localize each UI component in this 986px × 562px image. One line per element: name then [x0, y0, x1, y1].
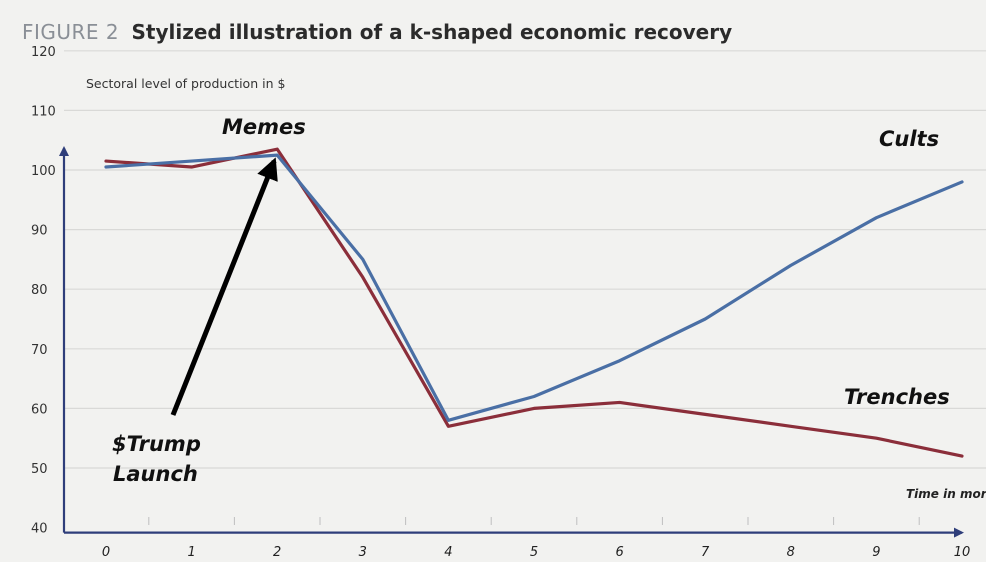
- annotation-memes: Memes: [222, 115, 306, 139]
- x-tick-label: 8: [787, 545, 795, 560]
- x-tick-label: 2: [273, 545, 281, 560]
- y-axis-ticks: 40 50 60 70 80 90 100 110 120: [31, 45, 56, 537]
- x-tick-label: 10: [954, 545, 971, 560]
- x-tick-label: 5: [530, 545, 538, 560]
- y-tick-label: 100: [31, 164, 56, 179]
- x-tick-label: 7: [701, 545, 710, 560]
- figure-header: FIGURE 2 Stylized illustration of a k-sh…: [22, 20, 732, 44]
- x-tick-label: 9: [872, 545, 880, 560]
- x-tick-label: 6: [615, 545, 623, 560]
- x-tick-label: 4: [444, 545, 452, 560]
- y-tick-label: 110: [31, 104, 56, 119]
- y-tick-label: 50: [31, 462, 48, 477]
- y-tick-label: 80: [31, 283, 48, 298]
- annotation-launch-line1: $Trump: [112, 432, 201, 456]
- y-tick-label: 70: [31, 343, 48, 358]
- figure-label: FIGURE 2: [22, 20, 120, 44]
- y-axis-label: Sectoral level of production in $: [86, 76, 285, 91]
- launch-arrow: [170, 157, 278, 416]
- annotation-trenches: Trenches: [844, 385, 950, 409]
- x-axis-label: Time in mor: [906, 487, 986, 501]
- gridlines: [64, 50, 986, 469]
- annotation-launch-line2: Launch: [113, 462, 198, 486]
- y-tick-label: 90: [31, 224, 48, 239]
- chart-title: Stylized illustration of a k-shaped econ…: [131, 20, 733, 44]
- y-tick-label: 40: [31, 522, 48, 537]
- x-tick-label: 3: [359, 545, 367, 560]
- y-tick-label: 120: [31, 45, 56, 60]
- x-tick-label: 1: [187, 545, 195, 560]
- series-lines: [104, 147, 964, 458]
- series-line-upper: [104, 153, 964, 422]
- y-tick-label: 60: [31, 402, 48, 417]
- annotation-cults: Cults: [879, 127, 939, 151]
- x-tick-label: 0: [102, 545, 110, 560]
- series-line-lower: [104, 147, 964, 458]
- x-axis-ticks: 0 1 2 3 4 5 6 7 8 9 10: [102, 517, 970, 560]
